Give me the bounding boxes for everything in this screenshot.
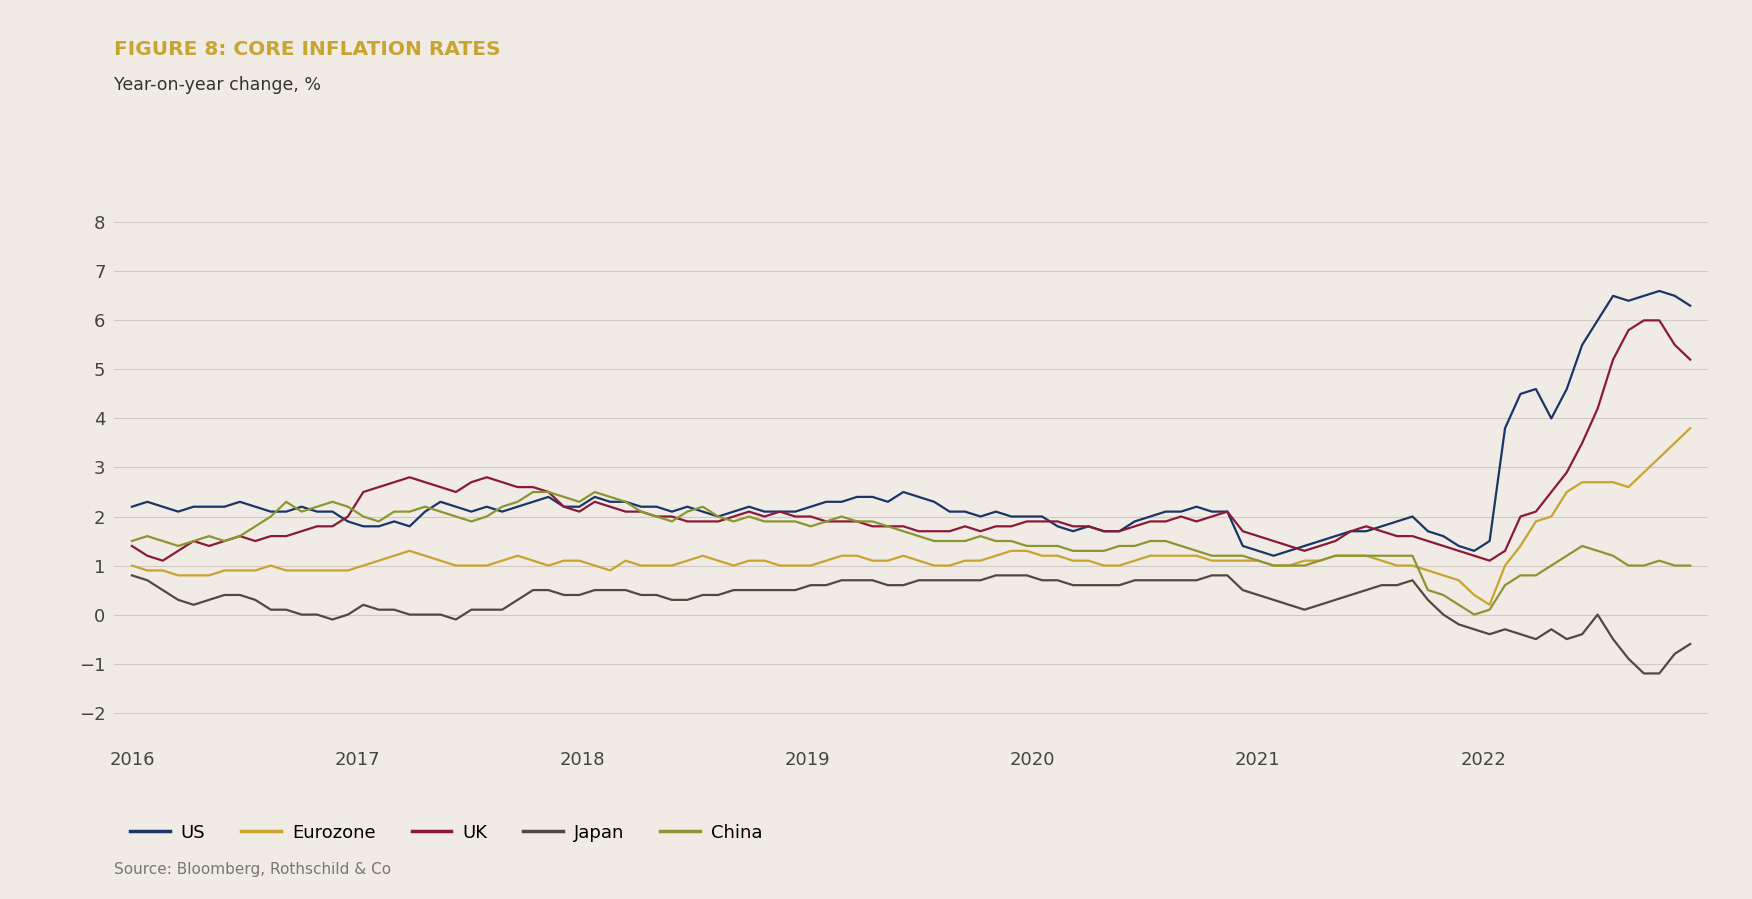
Text: FIGURE 8: CORE INFLATION RATES: FIGURE 8: CORE INFLATION RATES bbox=[114, 40, 501, 59]
Text: Source: Bloomberg, Rothschild & Co: Source: Bloomberg, Rothschild & Co bbox=[114, 861, 391, 877]
Text: Year-on-year change, %: Year-on-year change, % bbox=[114, 76, 321, 94]
Legend: US, Eurozone, UK, Japan, China: US, Eurozone, UK, Japan, China bbox=[123, 816, 769, 849]
